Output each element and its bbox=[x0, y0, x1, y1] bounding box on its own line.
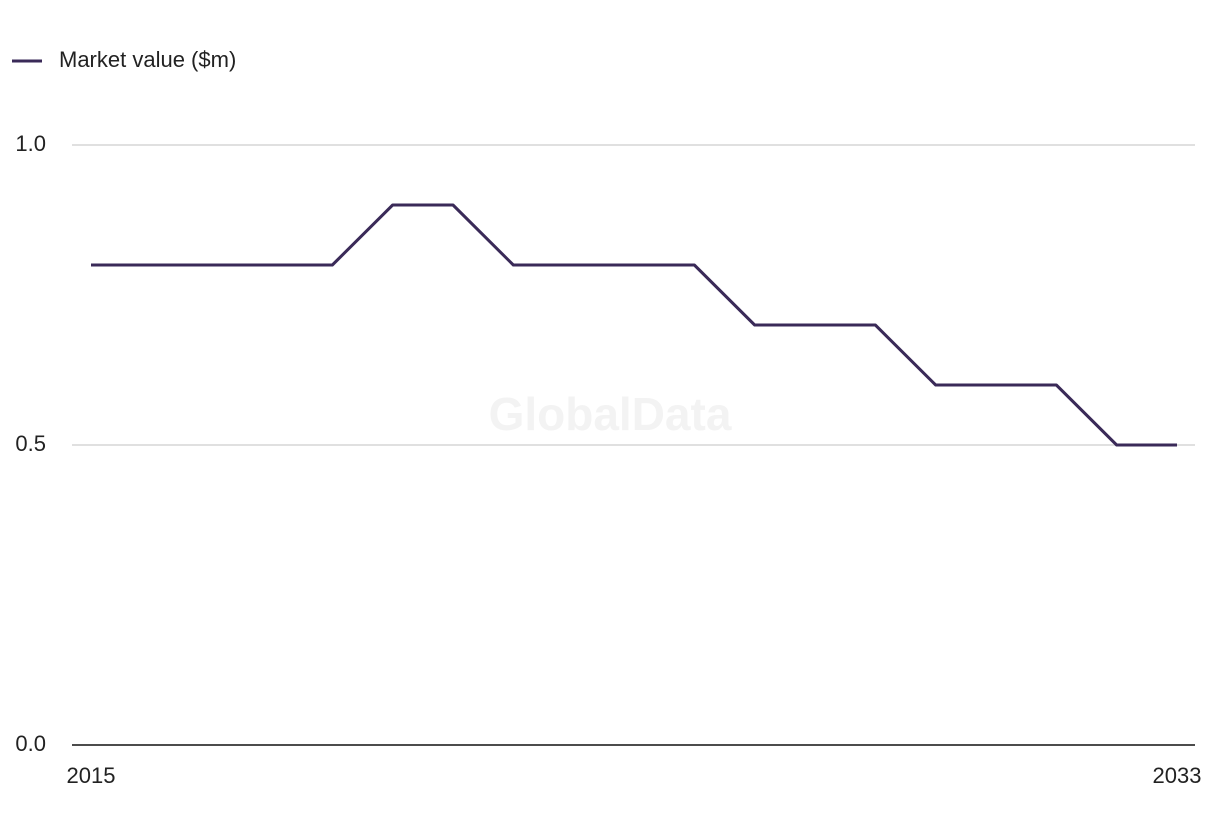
watermark: GlobalData bbox=[489, 388, 732, 440]
y-tick-label: 0.0 bbox=[15, 731, 46, 756]
legend-label: Market value ($m) bbox=[59, 47, 236, 72]
y-tick-label: 1.0 bbox=[15, 131, 46, 156]
data-line bbox=[91, 203, 1177, 447]
x-tick-label: 2033 bbox=[1153, 763, 1202, 788]
y-tick-label: 0.5 bbox=[15, 431, 46, 456]
x-tick-label: 2015 bbox=[67, 763, 116, 788]
